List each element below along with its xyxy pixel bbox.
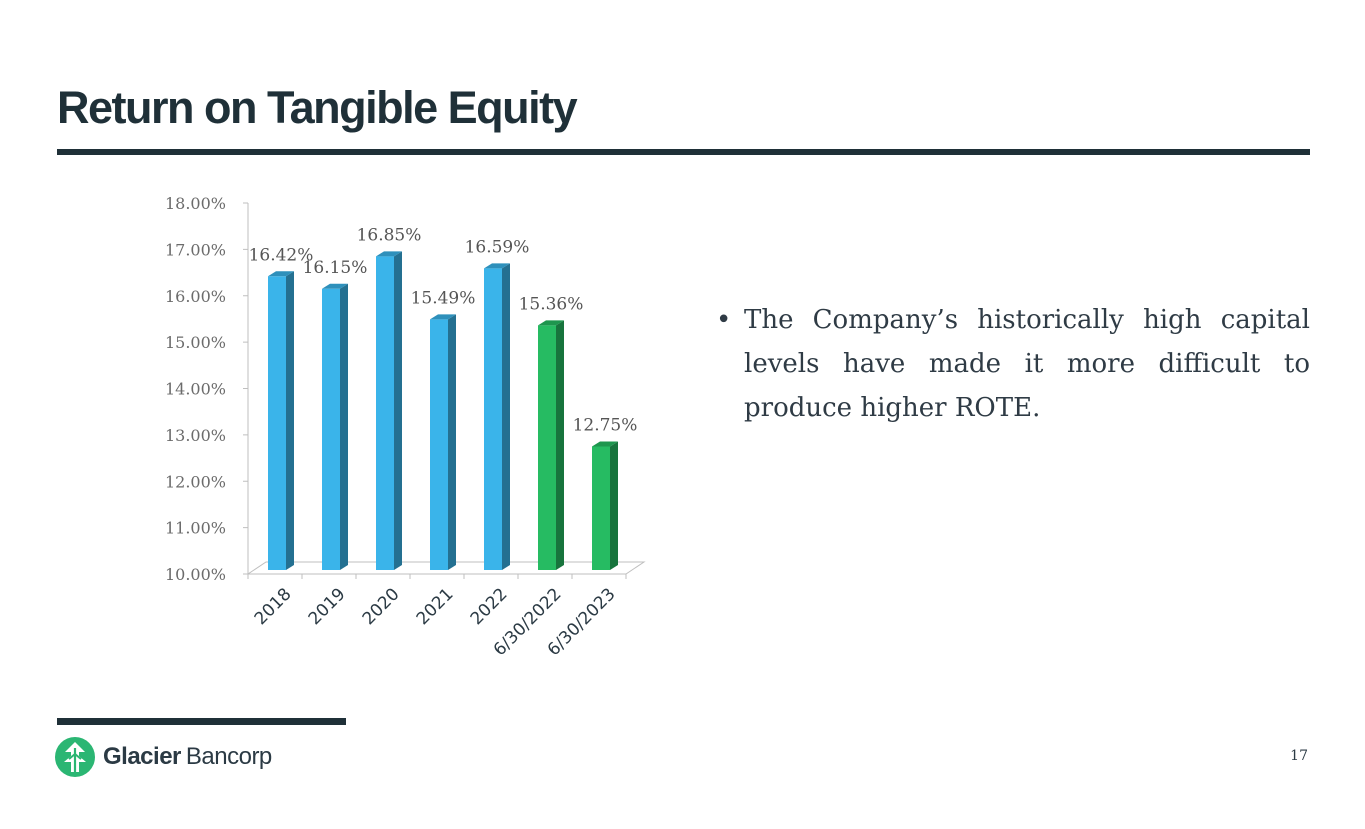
bar-front (538, 325, 556, 570)
slide-title: Return on Tangible Equity (57, 82, 578, 133)
bar-2021 (430, 314, 456, 570)
bar-data-labels: 16.42%16.15% 16.85% 15.49% 16.59% 15.36% 12.7… (249, 225, 638, 435)
bar-value-label: 12.75% (573, 415, 638, 435)
bar-side (502, 263, 510, 570)
logo-name-bold: Glacier (103, 743, 181, 770)
y-tick-label: 13.00% (165, 426, 226, 445)
footer-divider (57, 718, 346, 725)
bar-front (268, 276, 286, 570)
bar-6/30/2023 (592, 441, 618, 570)
y-tick-label: 17.00% (165, 240, 226, 259)
bar-top (592, 441, 618, 447)
title-divider (57, 149, 1310, 155)
bar-2020 (376, 251, 402, 571)
company-logo: Glacier Bancorp (55, 737, 272, 777)
bar-front (592, 446, 610, 570)
bar-top (376, 251, 402, 257)
y-tick-label: 18.00% (165, 194, 226, 213)
bar-6/30/2022 (538, 320, 564, 570)
glacier-logo-icon (55, 737, 95, 777)
rote-chart-svg: 10.00% 11.00% 12.00% 13.00% 14.00% 15.00% 16.0… (165, 194, 646, 660)
bar-top (430, 314, 456, 320)
x-category-label: 2018 (251, 584, 296, 629)
y-tick-label: 14.00% (165, 380, 226, 399)
bar-2019 (322, 283, 348, 570)
bar-value-label: 16.42% (249, 245, 314, 265)
bar-value-label: 16.59% (465, 237, 530, 257)
bar-side (394, 251, 402, 571)
bar-value-label: 15.49% (411, 288, 476, 308)
x-category-label: 2019 (305, 584, 350, 629)
page-number: 17 (1290, 748, 1308, 764)
bullet-text: The Company’s historically high capital … (744, 305, 1310, 423)
bar-top (322, 283, 348, 289)
bar-side (286, 271, 294, 570)
bar-top (484, 263, 510, 269)
y-tick-label: 12.00% (165, 472, 226, 491)
bar-2022 (484, 263, 510, 570)
bar-front (430, 319, 448, 570)
chart-axes (243, 202, 646, 579)
y-tick-labels: 10.00% 11.00% 12.00% 13.00% 14.00% 15.00% 16.0… (165, 194, 226, 584)
bar-top (538, 320, 564, 326)
bar-value-label: 16.15% (303, 258, 368, 278)
chart-bars (268, 251, 618, 571)
logo-name-light: Bancorp (185, 743, 272, 770)
bar-side (340, 283, 348, 570)
bar-value-label: 15.36% (519, 294, 584, 314)
bar-side (448, 314, 456, 570)
bullet-point: The Company’s historically high capital … (716, 298, 1310, 430)
x-category-label: 2020 (359, 584, 404, 629)
x-category-label: 2022 (467, 584, 512, 629)
bar-2018 (268, 271, 294, 570)
chart-floor (246, 561, 646, 575)
bar-side (556, 320, 564, 570)
bar-side (610, 441, 618, 570)
bar-top (268, 271, 294, 277)
y-tick-label: 16.00% (165, 287, 226, 306)
x-category-label: 2021 (413, 584, 458, 629)
y-tick-label: 10.00% (165, 565, 226, 584)
bullet-marker: • (716, 305, 732, 335)
y-tick-label: 15.00% (165, 333, 226, 352)
bar-front (322, 288, 340, 570)
bar-value-label: 16.85% (357, 225, 422, 245)
bar-front (376, 256, 394, 570)
rote-chart: 10.00% 11.00% 12.00% 13.00% 14.00% 15.00% 16.0… (0, 0, 700, 720)
y-tick-label: 11.00% (165, 519, 226, 538)
bar-front (484, 268, 502, 570)
